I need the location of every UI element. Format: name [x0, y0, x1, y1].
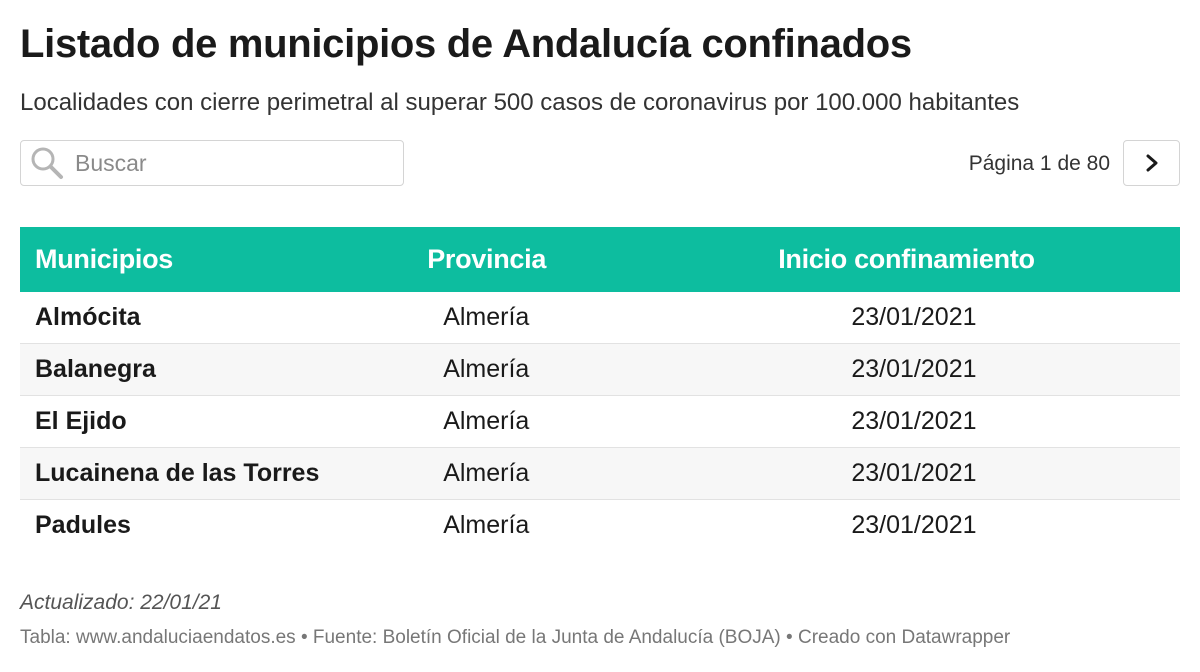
table-row: Lucainena de las Torres Almería 23/01/20… — [20, 447, 1180, 500]
data-table: Municipios Provincia Inicio confinamient… — [20, 227, 1180, 551]
cell-municipio: Balanegra — [20, 343, 428, 396]
next-page-button[interactable] — [1123, 140, 1180, 186]
table-row: Almócita Almería 23/01/2021 — [20, 292, 1180, 344]
cell-provincia: Almería — [443, 511, 530, 539]
table-row: El Ejido Almería 23/01/2021 — [20, 395, 1180, 448]
table-row: Padules Almería 23/01/2021 — [20, 500, 1180, 552]
search-input[interactable] — [73, 148, 397, 178]
cell-provincia: Almería — [427, 343, 733, 396]
cell-fecha: 23/01/2021 — [851, 511, 977, 539]
cell-provincia: Almería — [427, 395, 733, 448]
pagination-label: Página 1 de 80 — [968, 152, 1110, 175]
cell-provincia: Almería — [427, 447, 733, 500]
cell-municipio: Almócita — [20, 292, 428, 344]
column-header-municipios[interactable]: Municipios — [20, 227, 428, 292]
cell-provincia: Almería — [427, 292, 733, 344]
cell-municipio: Lucainena de las Torres — [20, 447, 428, 500]
page-title: Listado de municipios de Andalucía confi… — [20, 22, 912, 66]
cell-municipio: El Ejido — [20, 395, 428, 448]
table-row: Balanegra Almería 23/01/2021 — [20, 343, 1180, 396]
cell-municipio: Padules — [35, 511, 131, 539]
column-header-inicio[interactable]: Inicio confinamiento — [732, 227, 1180, 292]
cell-fecha: 23/01/2021 — [732, 447, 1180, 500]
cell-fecha: 23/01/2021 — [732, 395, 1180, 448]
chevron-right-icon — [1146, 154, 1157, 172]
column-header-provincia[interactable]: Provincia — [427, 227, 733, 292]
cell-fecha: 23/01/2021 — [732, 343, 1180, 396]
search-box[interactable] — [20, 140, 404, 186]
source-credits: Tabla: www.andaluciaendatos.es • Fuente:… — [20, 627, 1011, 648]
table-header-row: Municipios Provincia Inicio confinamient… — [20, 227, 1180, 292]
search-icon — [31, 147, 63, 179]
cell-fecha: 23/01/2021 — [732, 292, 1180, 344]
updated-note: Actualizado: 22/01/21 — [20, 591, 222, 614]
page-subtitle: Localidades con cierre perimetral al sup… — [20, 89, 1020, 116]
